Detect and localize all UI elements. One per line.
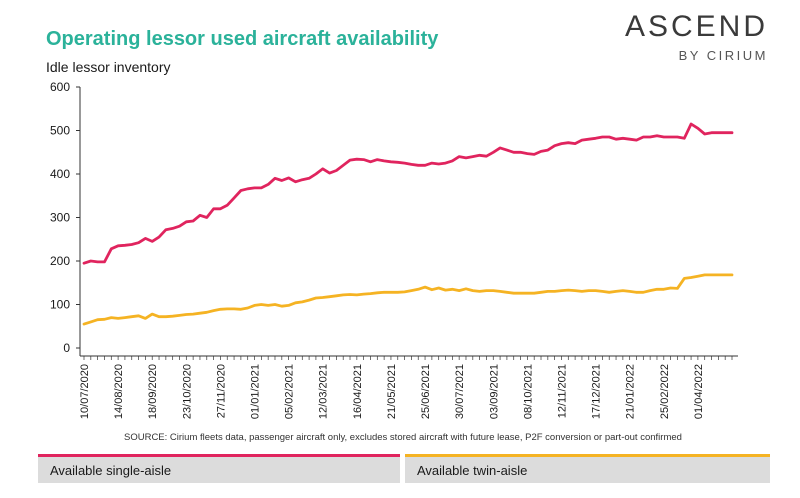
x-tick-label: 03/09/2021: [488, 364, 500, 419]
y-tick-label: 0: [63, 341, 70, 355]
x-tick-label: 17/12/2021: [591, 364, 603, 419]
x-tick-label: 12/03/2021: [318, 364, 330, 419]
legend-item-single-aisle: Available single-aisle: [38, 454, 400, 483]
legend-label-single-aisle: Available single-aisle: [50, 463, 172, 478]
legend-swatch-twin-aisle: [405, 454, 770, 457]
chart-axes: 0 100 200 300 400 500 600 10/07/2020 14/08/2020 1…: [50, 80, 738, 419]
y-tick-label: 600: [50, 80, 70, 94]
legend-item-twin-aisle: Available twin-aisle: [405, 454, 770, 483]
line-chart: 0 100 200 300 400 500 600 10/07/2020 14/08/2020 1…: [50, 80, 738, 419]
chart-series: [82, 122, 734, 326]
x-tick-label: 08/10/2021: [522, 364, 534, 419]
x-tick-label: 30/07/2021: [454, 364, 466, 419]
x-tick-label: 10/07/2020: [79, 364, 91, 419]
legend-label-twin-aisle: Available twin-aisle: [417, 463, 528, 478]
x-tick-label: 01/01/2021: [250, 364, 262, 419]
x-tick-label: 25/02/2022: [659, 364, 671, 419]
x-tick-label: 27/11/2020: [215, 364, 227, 418]
series-line-twin-aisle: [82, 273, 734, 326]
legend-swatch-single-aisle: [38, 454, 400, 457]
x-tick-label: 12/11/2021: [556, 364, 568, 418]
x-tick-label: 18/09/2020: [147, 364, 159, 419]
series-line-single-aisle: [82, 122, 734, 265]
x-tick-label: 25/06/2021: [420, 364, 432, 419]
brand-tagline: BY CIRIUM: [678, 48, 768, 63]
x-tick-label: 23/10/2020: [181, 364, 193, 419]
y-tick-label: 200: [50, 254, 70, 268]
y-tick-label: 400: [50, 167, 70, 181]
x-tick-label: 21/05/2021: [386, 364, 398, 419]
source-note: SOURCE: Cirium fleets data, passenger ai…: [124, 432, 682, 443]
y-tick-label: 500: [50, 124, 70, 138]
brand-name: ASCEND: [624, 10, 768, 43]
y-tick-label: 100: [50, 298, 70, 312]
x-tick-label: 05/02/2021: [284, 364, 296, 419]
chart-title: Operating lessor used aircraft availabil…: [46, 28, 439, 50]
y-tick-label: 300: [50, 211, 70, 225]
x-tick-label: 01/04/2022: [693, 364, 705, 419]
x-tick-label: 14/08/2020: [113, 364, 125, 419]
chart-subtitle: Idle lessor inventory: [46, 59, 171, 75]
x-tick-label: 21/01/2022: [625, 364, 637, 419]
brand-logo: ASCEND BY CIRIUM: [624, 10, 768, 64]
x-tick-label: 16/04/2021: [352, 364, 364, 419]
